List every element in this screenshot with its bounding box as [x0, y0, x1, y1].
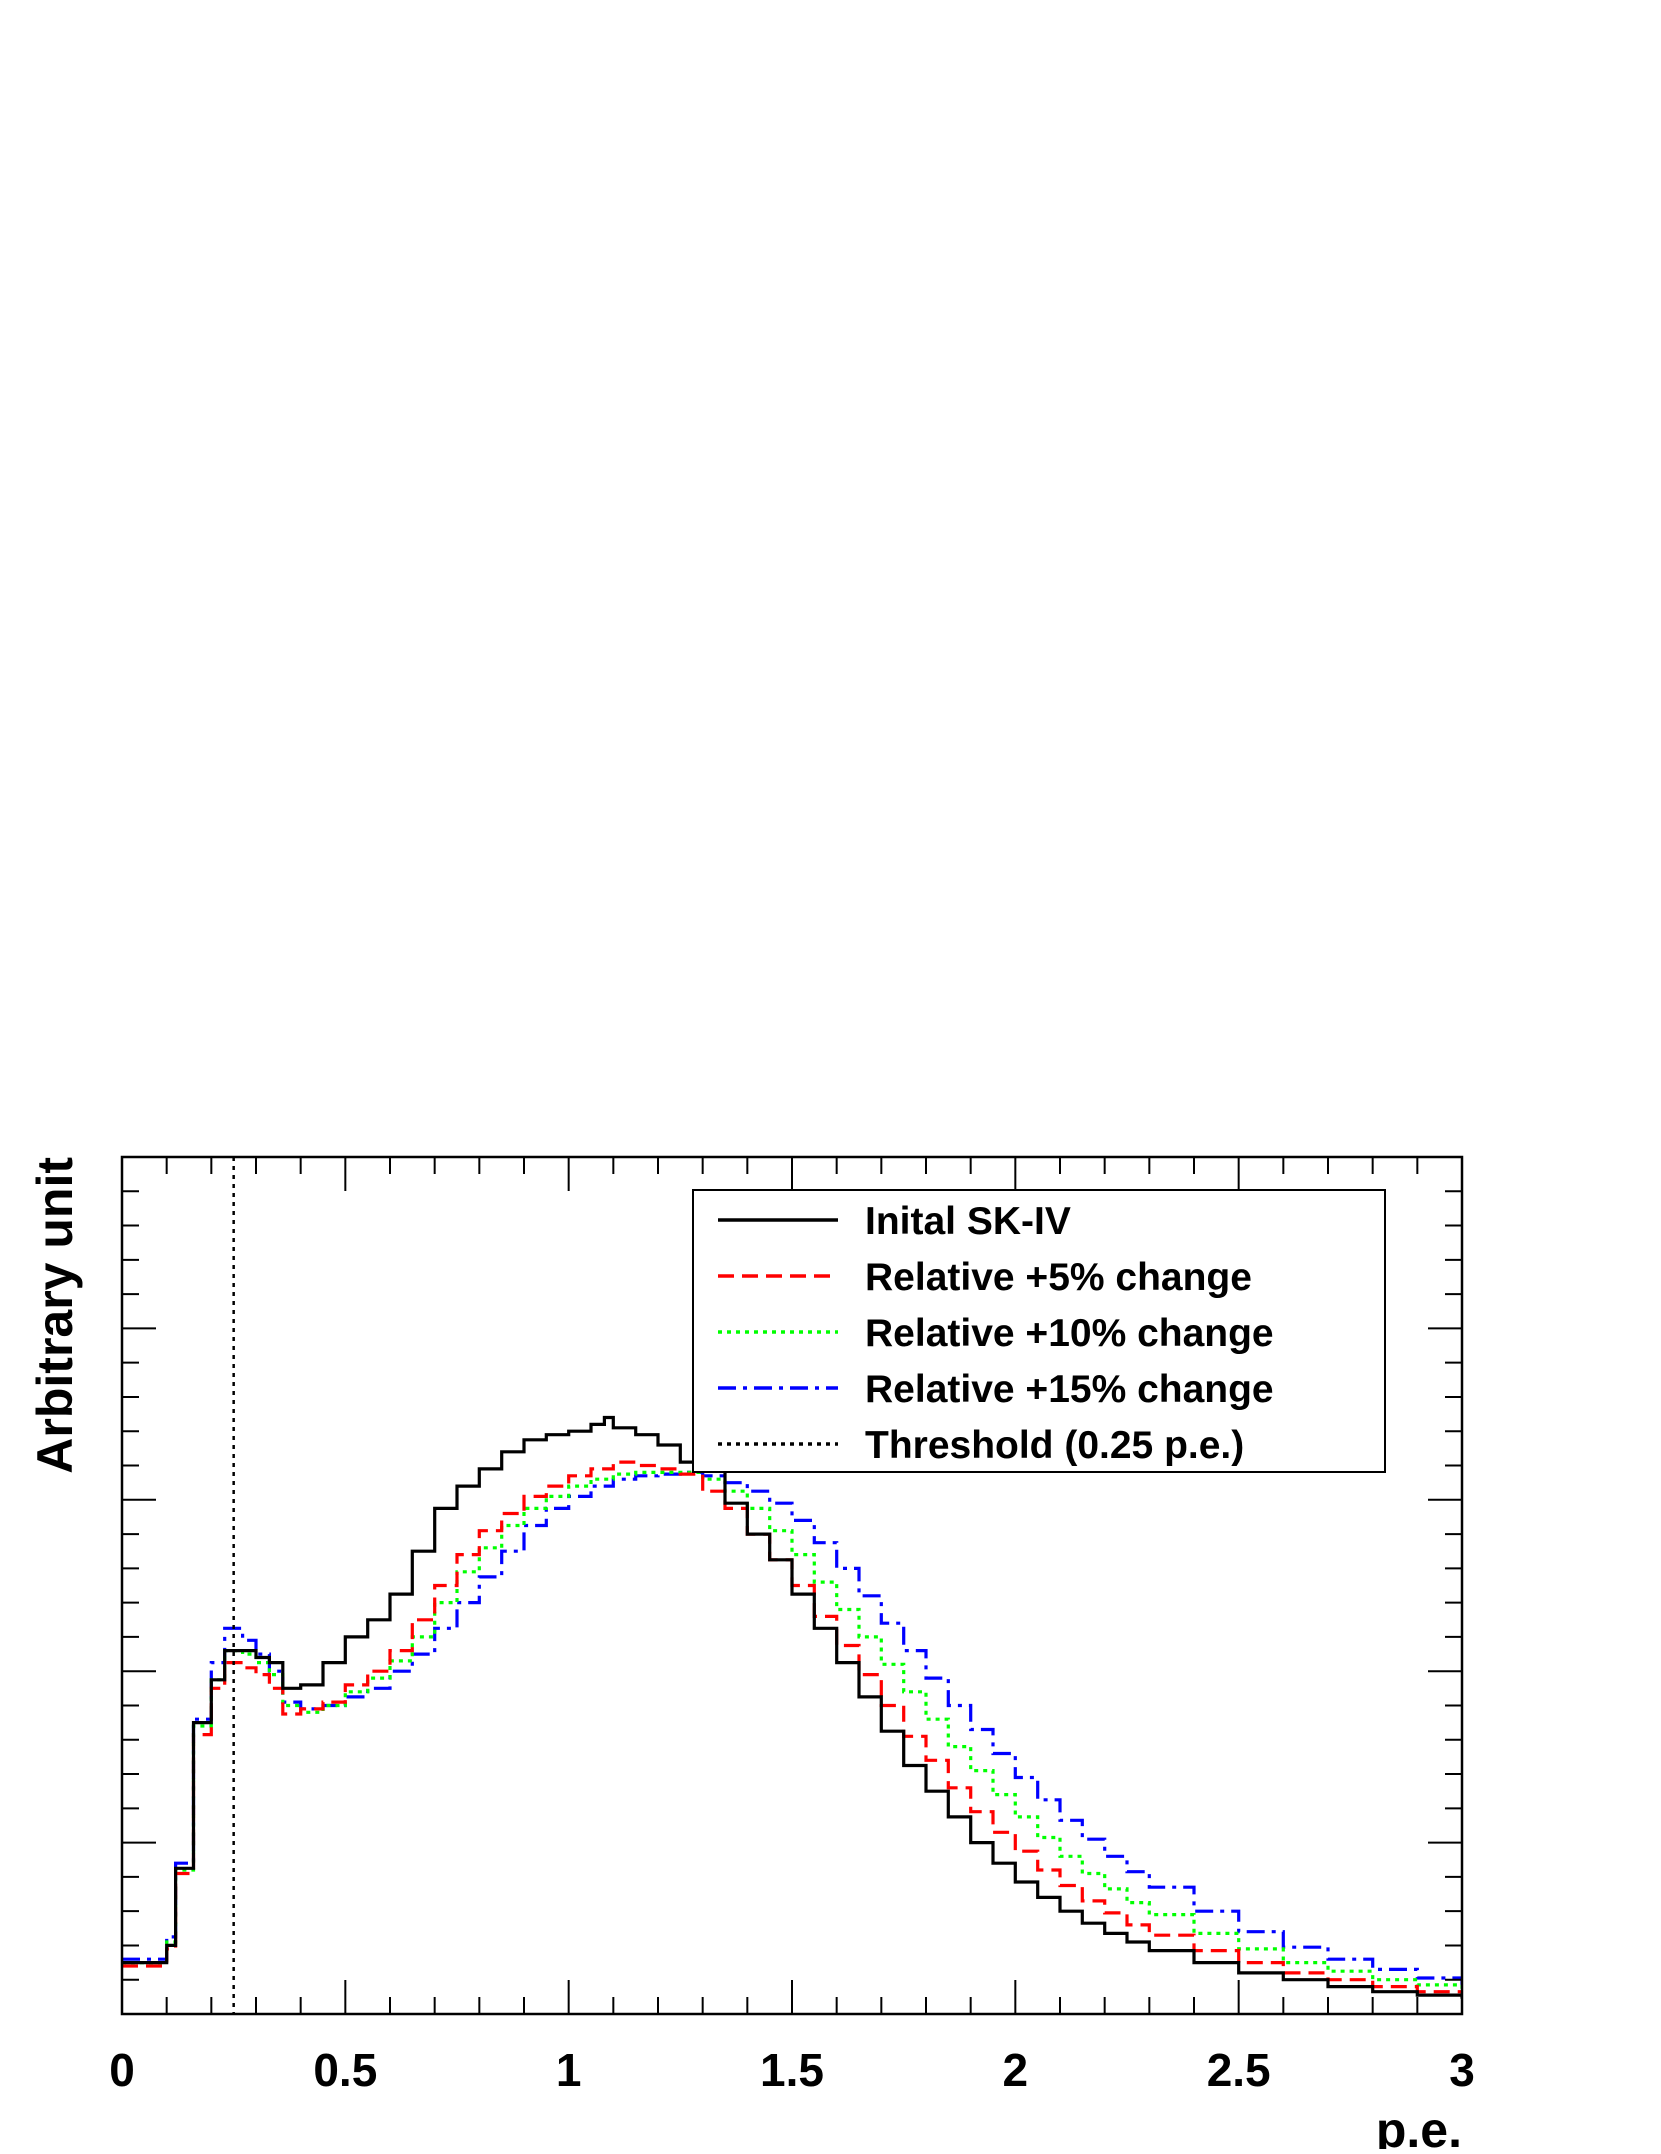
x-tick-label: 2.5	[1207, 2044, 1271, 2096]
legend-label-0: Inital SK-IV	[865, 1200, 1071, 1243]
legend: Inital SK-IV Relative +5% change Relative …	[692, 1189, 1386, 1473]
x-tick-label: 1.5	[760, 2044, 824, 2096]
x-tick-label: 2	[1003, 2044, 1029, 2096]
legend-label-1: Relative +5% change	[865, 1256, 1252, 1299]
x-axis-title: p.e.	[1376, 2102, 1462, 2149]
x-tick-label: 3	[1449, 2044, 1475, 2096]
x-tick-label: 0.5	[313, 2044, 377, 2096]
legend-label-4: Threshold (0.25 p.e.)	[865, 1424, 1244, 1467]
legend-label-3: Relative +15% change	[865, 1368, 1274, 1411]
x-tick-label: 0	[109, 2044, 135, 2096]
axes-layer: 0 0.5 1 1.5 2 2.5 3 p.e. Arbitrary unit	[27, 1155, 1475, 2154]
series-line-0	[122, 1415, 1462, 1999]
y-axis-title: Arbitrary unit	[27, 1157, 83, 1474]
x-tick-label: 1	[556, 2044, 582, 2096]
legend-label-2: Relative +10% change	[865, 1312, 1274, 1355]
series-line-2	[122, 1470, 1462, 1990]
